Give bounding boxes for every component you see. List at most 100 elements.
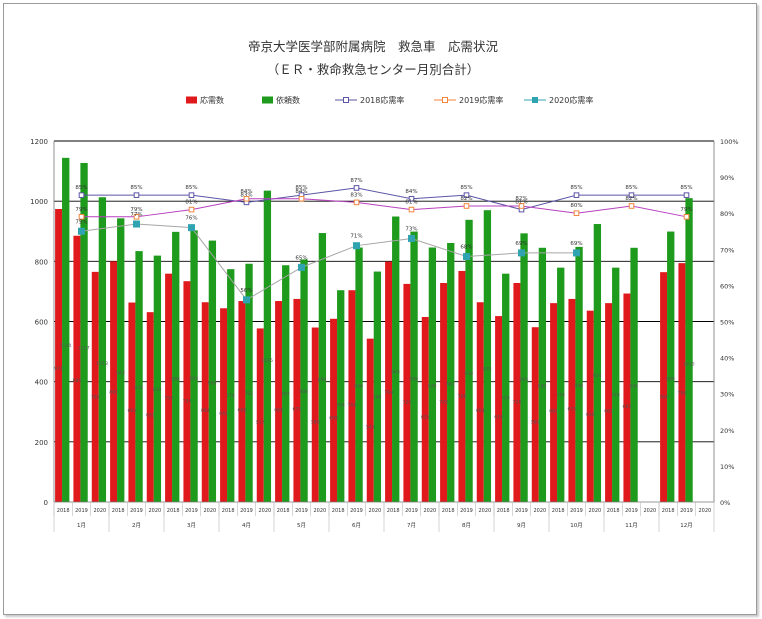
marker-2019応需率-9 [573,210,580,216]
bar-label-irai-23: 970 [483,367,492,373]
chart-title: 帝京大学医学部附属病院 救急車 応需状況 [248,39,499,54]
line-2020応需率 [81,223,577,301]
chart-canvas: 帝京大学医学部附属病院 救急車 応需状況 （ＥＲ・救命救急センター月別合計） 応… [30,39,739,532]
bar-irai-28 [575,246,583,502]
bar-ouju-1 [73,235,81,502]
legend-marker-2 [343,97,349,103]
bar-irai-16 [355,247,363,502]
x-month-label-9: 10月 [570,522,583,529]
bar-label-ouju-3: 800 [109,390,118,396]
marker-2020応需率-5 [353,242,360,250]
bar-label-irai-6: 898 [171,376,180,382]
bar-irai-24 [502,273,510,502]
bar-ouju-33 [660,272,668,502]
bar-irai-19 [410,231,418,502]
bar-irai-26 [538,247,547,502]
x-year-label-29: 2020 [588,508,601,514]
y-tick-label-800: 800 [35,258,48,266]
bar-irai-34 [685,198,693,503]
bar-ouju-0 [55,208,63,502]
x-year-label-7: 2019 [185,508,198,514]
x-year-label-9: 2018 [222,508,235,514]
x-month-label-11: 12月 [680,522,693,529]
marker-2020応需率-8 [518,249,525,257]
rate-label-2018応需率-2: 85% [185,185,197,191]
bar-label-ouju-34: 794 [678,391,687,397]
grid-lines [54,140,714,443]
bar-label-ouju-27: 661 [549,409,558,415]
bar-label-ouju-26: 581 [531,419,540,425]
rate-label-2018応需率-3: 83% [240,192,252,198]
x-year-label-30: 2018 [607,508,620,514]
marker-2019応需率-1 [133,214,140,220]
bar-label-irai-33: 899 [666,376,675,382]
rate-label-2019応需率-10: 82% [625,196,637,202]
bar-irai-27 [557,267,565,502]
bar-label-irai-14: 894 [318,377,327,383]
bar-series [55,157,693,503]
x-month-label-2: 3月 [187,522,196,529]
bar-irai-13 [300,259,308,502]
bar-ouju-30 [605,303,613,502]
bar-irai-33 [667,231,675,502]
rate-label-2019応需率-7: 82% [460,196,472,202]
rate-label-2020応需率-8: 69% [515,241,527,247]
x-year-label-5: 2020 [148,508,161,514]
bar-label-irai-2: 1013 [96,361,108,367]
bar-ouju-7 [183,281,191,502]
x-month-label-5: 6月 [352,522,361,529]
x-year-label-34: 2019 [680,508,693,514]
bar-label-irai-26: 845 [538,384,547,390]
bar-ouju-3 [110,261,118,502]
x-year-label-12: 2018 [277,508,290,514]
chart-frame: 帝京大学医学部附属病院 救急車 応需状況 （ＥＲ・救命救急センター月別合計） 応… [3,3,757,615]
y-tick-label-200: 200 [35,439,48,447]
bar-label-ouju-7: 734 [183,399,192,405]
bar-irai-12 [282,265,290,502]
marker-2019応需率-11 [683,214,690,220]
x-year-label-8: 2020 [203,508,216,514]
rate-label-2018応需率-0: 85% [75,185,87,191]
bar-irai-1 [80,162,88,503]
bar-label-ouju-28: 675 [568,407,577,413]
x-year-label-10: 2019 [240,508,253,514]
rate-label-2020応需率-7: 68% [460,245,472,251]
chart-axes: 0 200 400 600 800 1000 1200 0% 10% 20% 30% 40% 50% 60… [30,138,739,532]
rate-label-2019応需率-3: 84% [240,189,252,195]
bar-label-ouju-11: 577 [256,420,265,426]
rate-label-2019応需率-1: 79% [130,207,142,213]
bar-label-irai-10: 792 [244,391,253,397]
legend-label-0: 応需数 [200,95,224,105]
legend-marker-4 [532,97,538,103]
bar-label-irai-24: 759 [501,395,510,401]
bar-irai-2 [98,197,107,502]
marker-2020応需率-9 [573,249,580,257]
rate-label-2018応需率-1: 85% [130,185,142,191]
rate-label-2020応需率-1: 77% [130,212,142,218]
bar-ouju-20 [421,316,429,502]
bar-irai-29 [593,224,602,502]
x-year-label-13: 2019 [295,508,308,514]
bar-ouju-18 [385,261,393,502]
bar-ouju-26 [531,327,539,502]
bar-label-ouju-30: 661 [604,409,613,415]
rate-label-2018応需率-5: 87% [350,178,362,184]
bar-label-irai-28: 848 [574,383,583,389]
bar-label-irai-12: 787 [281,391,290,397]
x-year-label-25: 2019 [515,508,528,514]
rate-label-2020応需率-6: 73% [405,226,417,232]
bar-label-ouju-22: 768 [458,394,467,400]
bar-label-ouju-5: 631 [146,413,155,419]
rate-label-2018応需率-4: 85% [295,185,307,191]
x-year-label-24: 2018 [497,508,510,514]
rate-label-2018応需率-6: 84% [405,189,417,195]
bar-label-ouju-16: 704 [348,403,357,409]
bar-irai-9 [227,269,235,502]
line-2019応需率 [81,198,687,218]
x-year-label-26: 2020 [533,508,546,514]
bar-label-irai-19: 899 [409,376,418,382]
bar-ouju-22 [458,270,466,502]
rate-label-2020応需率-4: 65% [295,255,307,261]
bar-ouju-34 [678,263,686,502]
x-month-label-8: 9月 [517,522,526,529]
